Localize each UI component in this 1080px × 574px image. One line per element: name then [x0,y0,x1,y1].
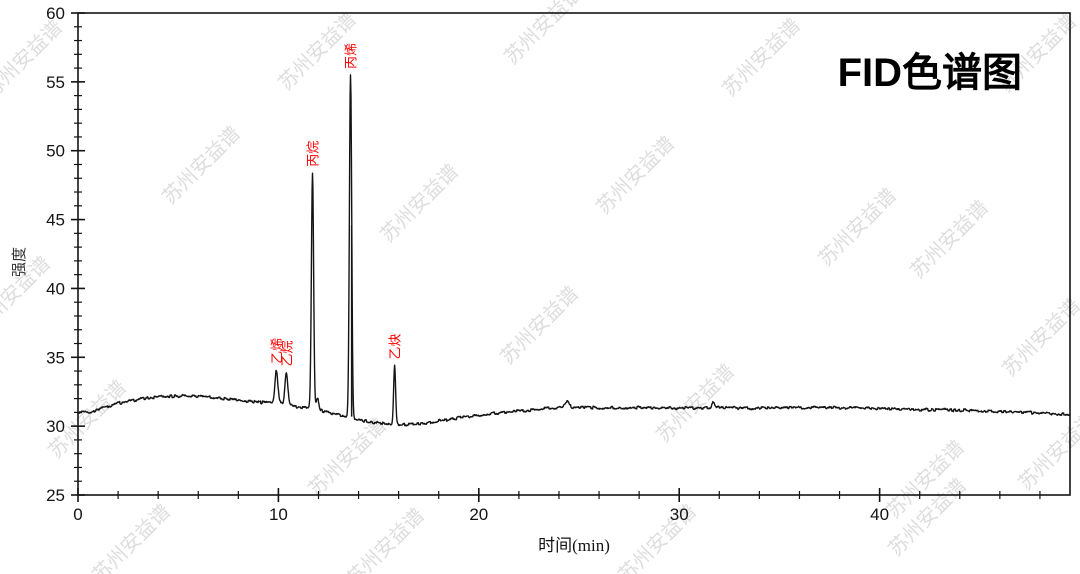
watermark-text: 苏州安益谱 [906,196,993,283]
peak-label: 乙烷 [279,340,294,366]
y-tick-label: 25 [46,486,65,505]
chart-title: FID色谱图 [838,51,1022,95]
watermark-text: 苏州安益谱 [500,0,587,69]
watermark-text: 苏州安益谱 [304,414,391,501]
watermark-text: 苏州安益谱 [814,184,901,271]
x-tick-label: 30 [670,505,689,524]
y-tick-label: 55 [46,73,65,92]
y-tick-label: 60 [46,4,65,23]
watermark-text: 苏州安益谱 [342,504,429,574]
peak-label: 丙烷 [305,141,320,167]
watermark-text: 苏州安益谱 [158,122,245,209]
y-tick-label: 45 [46,211,65,230]
watermark-text: 苏州安益谱 [718,14,805,101]
plot-border [77,12,1071,496]
axis-tick-labels-layer: 0 10 20 30 40 25 30 35 40 45 50 55 60 [46,4,889,524]
peak-label: 乙烯 [269,338,284,364]
watermark-text: 苏州安益谱 [88,500,175,574]
watermark-text: 苏州安益谱 [998,294,1080,381]
peak-label: 乙炔 [388,334,403,360]
x-tick-label: 0 [73,505,82,524]
x-tick-label: 20 [469,505,488,524]
y-tick-label: 30 [46,417,65,436]
watermark-text: 苏州安益谱 [592,132,679,219]
watermark-text: 苏州安益谱 [652,360,739,447]
y-tick-label: 40 [46,279,65,298]
y-axis-title: 强度 [11,247,28,277]
y-tick-label: 35 [46,348,65,367]
axis-ticks-layer [71,12,1041,502]
y-tick-label: 50 [46,142,65,161]
watermark-text: 苏州安益谱 [496,282,583,369]
x-tick-label: 40 [870,505,889,524]
peak-label: 丙烯 [344,43,359,69]
x-tick-label: 10 [269,505,288,524]
watermark-text: 苏州安益谱 [376,160,463,247]
x-axis-title: 时间(min) [538,536,610,555]
chromatogram-trace [77,74,1071,427]
